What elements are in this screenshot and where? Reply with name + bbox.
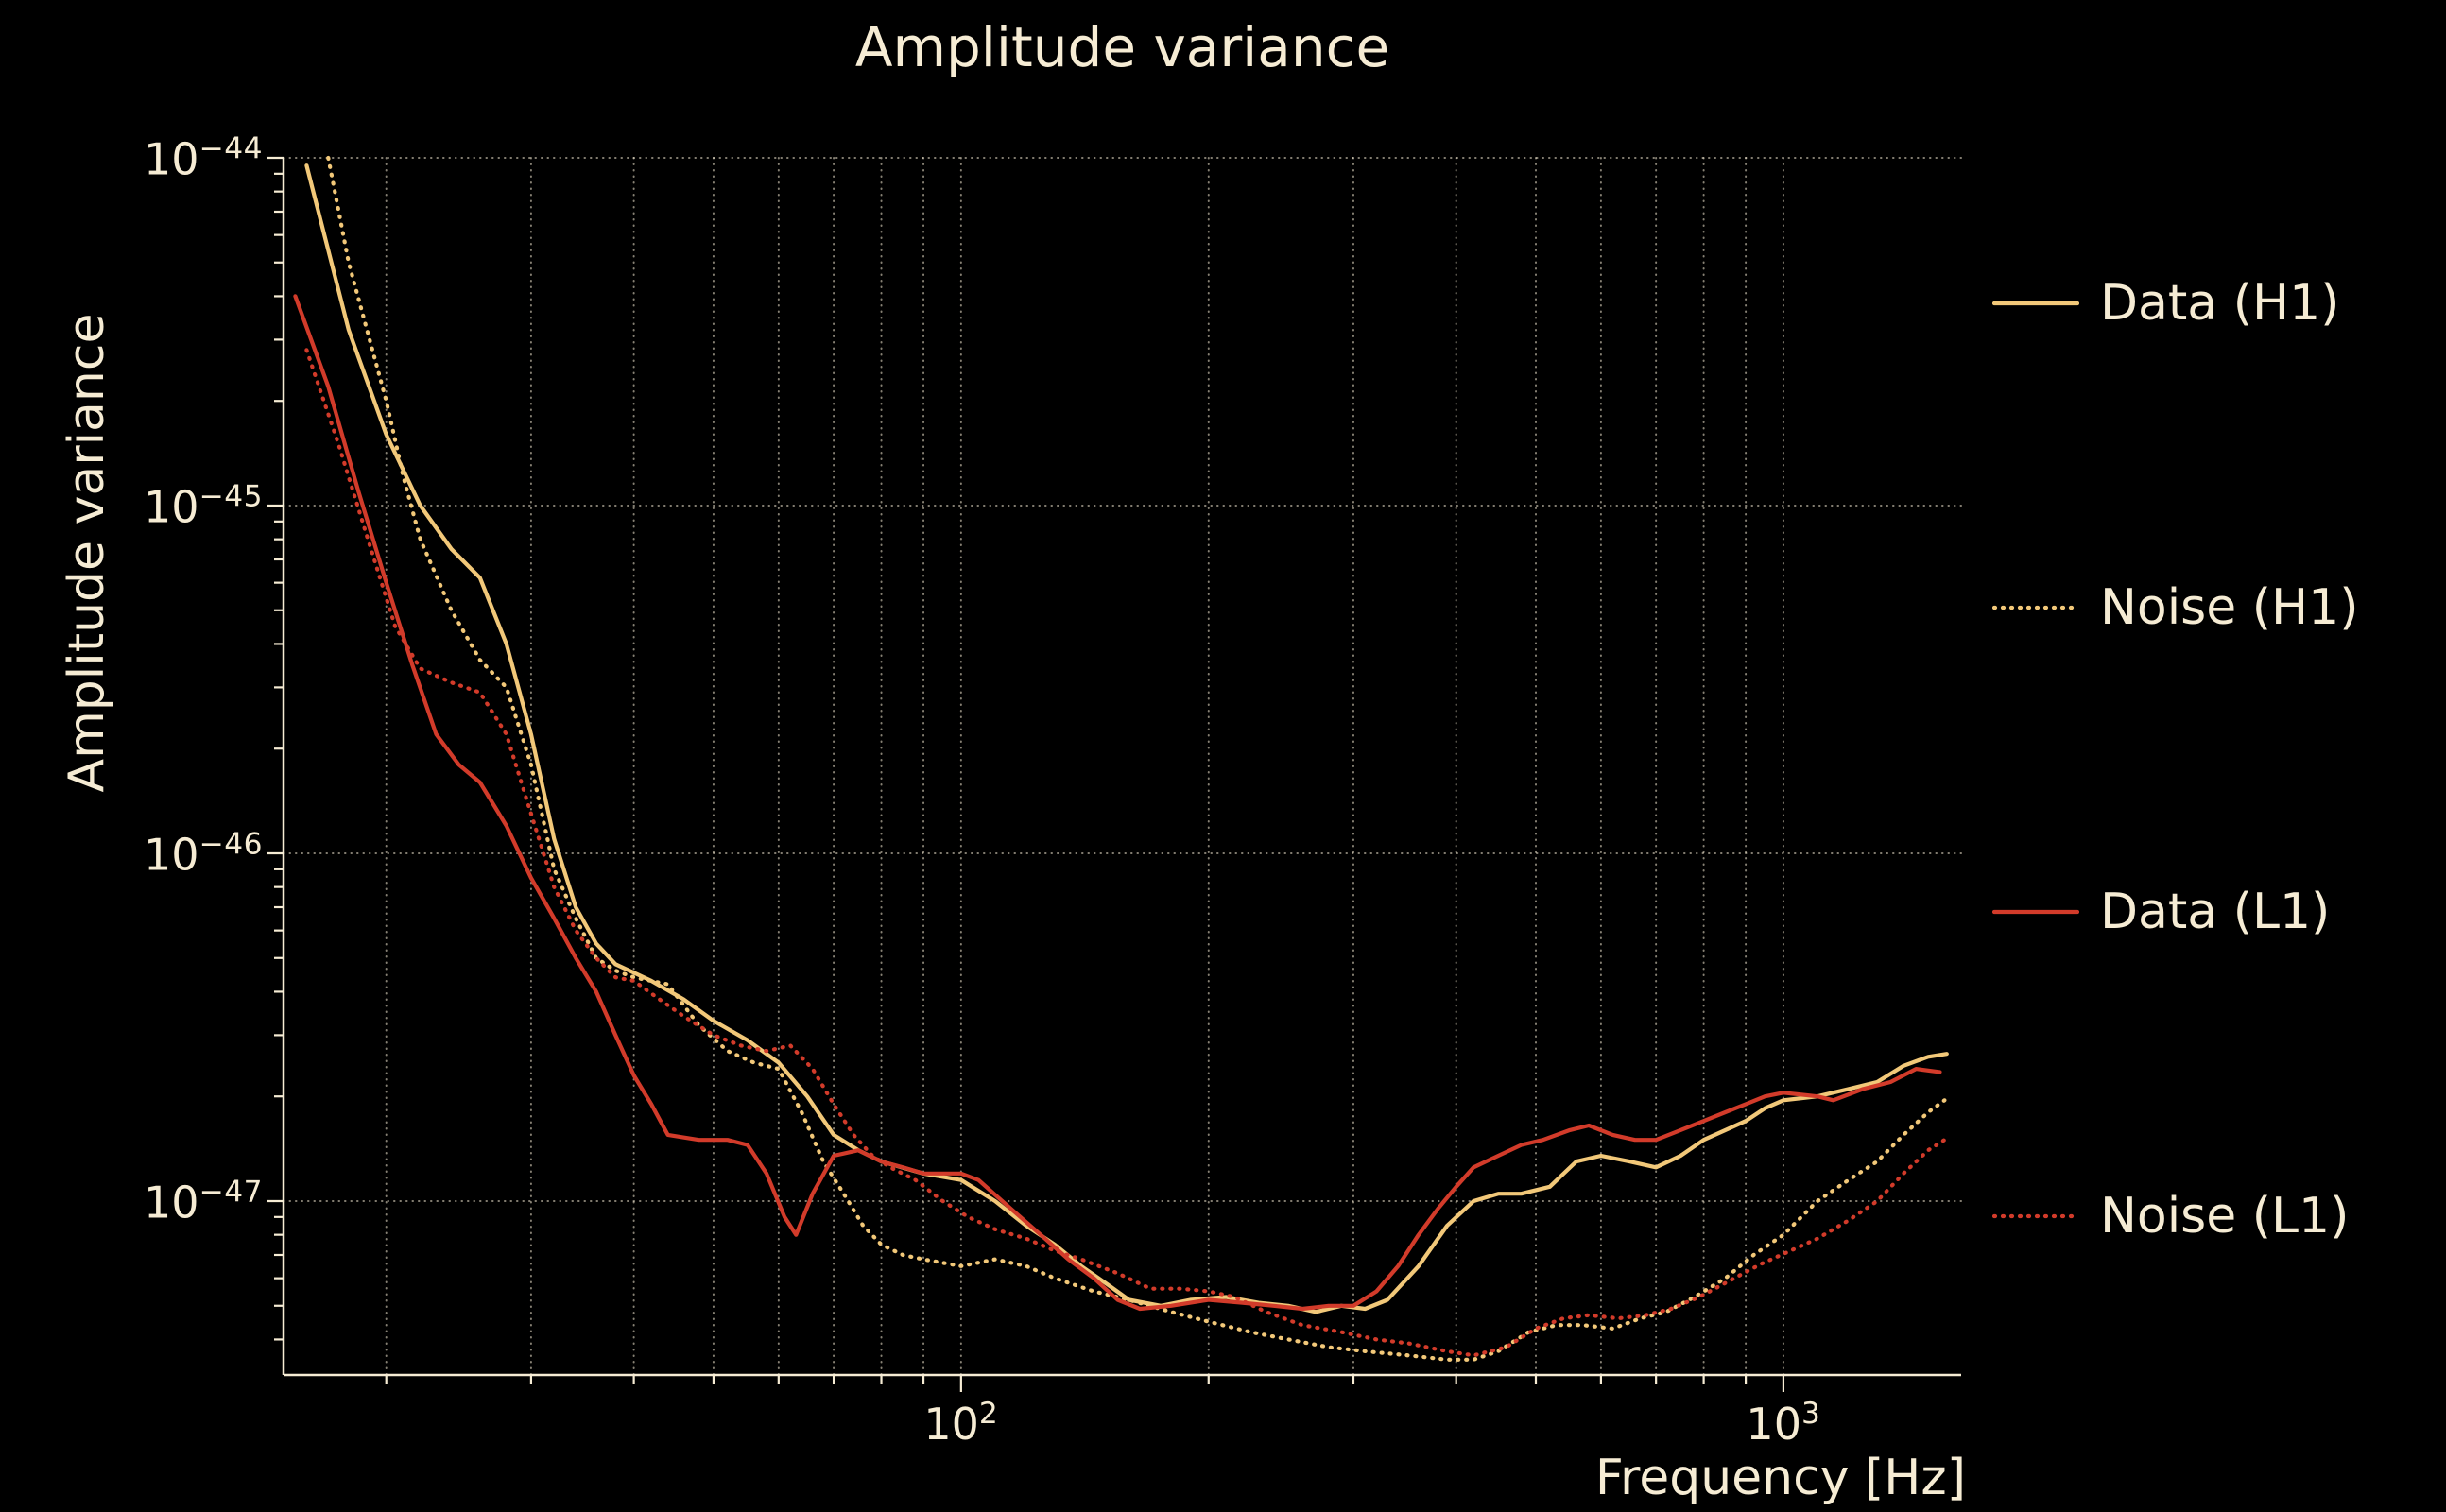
y-axis-label: Amplitude variance <box>59 313 115 793</box>
series-line-data-h1 <box>304 163 1949 1314</box>
y-tick-label: 10−46 <box>143 827 263 881</box>
legend-line-sample <box>1992 605 2079 610</box>
legend-line-sample <box>1992 301 2079 306</box>
series-line-noise-l1 <box>304 348 1947 1358</box>
chart-title: Amplitude variance <box>854 15 1390 79</box>
series-line-noise-h1 <box>326 155 1947 1362</box>
legend-item-noise-l1: Noise (L1) <box>1992 1064 2437 1368</box>
legend-label: Noise (H1) <box>2100 579 2359 636</box>
x-axis-label: Frequency [Hz] <box>1594 1450 1966 1506</box>
series-line-data-l1 <box>293 294 1942 1312</box>
legend-item-data-l1: Data (L1) <box>1992 760 2437 1064</box>
legend-label: Noise (L1) <box>2100 1188 2350 1245</box>
y-tick-label: 10−47 <box>143 1175 263 1228</box>
y-tick-label: 10−44 <box>143 131 263 185</box>
legend-label: Data (L1) <box>2100 884 2331 940</box>
x-tick-label: 103 <box>1746 1397 1821 1451</box>
legend: Data (H1) Noise (H1) Data (L1) Noise (L1) <box>1992 151 2437 1368</box>
legend-item-data-h1: Data (H1) <box>1992 151 2437 455</box>
legend-label: Data (H1) <box>2100 275 2340 332</box>
y-tick-label: 10−45 <box>143 479 263 533</box>
x-tick-label: 102 <box>923 1397 999 1451</box>
legend-line-sample <box>1992 909 2079 915</box>
legend-item-noise-h1: Noise (H1) <box>1992 455 2437 760</box>
legend-line-sample <box>1992 1213 2079 1219</box>
